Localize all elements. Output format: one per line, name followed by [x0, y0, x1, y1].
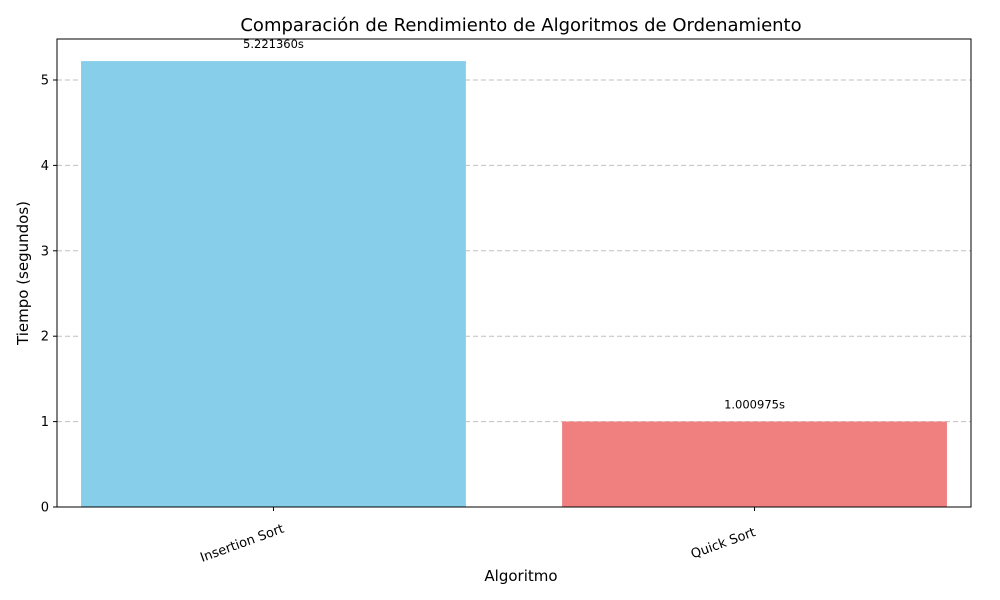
y-tick-label: 5	[41, 73, 49, 88]
data-label: 5.221360s	[243, 37, 304, 51]
chart-title: Comparación de Rendimiento de Algoritmos…	[240, 15, 801, 36]
y-axis-label: Tiempo (segundos)	[14, 201, 32, 346]
bar	[81, 61, 466, 508]
plot-frame	[56, 38, 972, 508]
x-tick-label: Insertion Sort	[198, 522, 286, 566]
x-axis-label: Algoritmo	[484, 567, 557, 585]
bars	[81, 61, 947, 508]
y-tick-label: 4	[41, 159, 49, 174]
bar	[562, 421, 947, 507]
x-axis-ticks: Insertion Sort Quick Sort	[198, 507, 758, 566]
y-axis-ticks: 0 1 2 3 4 5	[41, 73, 57, 516]
data-labels: 5.221360s 1.000975s	[243, 37, 785, 411]
y-tick-label: 0	[41, 501, 49, 516]
y-tick-label: 1	[41, 415, 49, 430]
y-tick-label: 3	[41, 244, 49, 259]
data-label: 1.000975s	[724, 398, 785, 412]
x-tick-label: Quick Sort	[689, 525, 758, 562]
y-tick-label: 2	[41, 330, 49, 345]
